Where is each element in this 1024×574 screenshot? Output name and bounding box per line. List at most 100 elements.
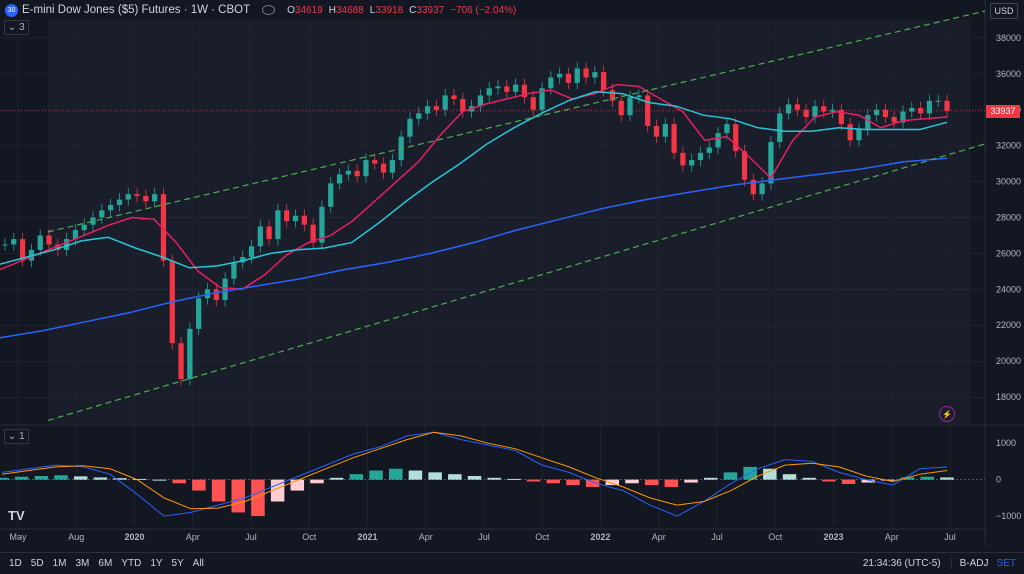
channel-lower-line bbox=[47, 143, 986, 421]
timeframe-1y[interactable]: 1Y bbox=[150, 558, 163, 569]
macd-histogram-bar bbox=[526, 479, 541, 482]
y-tick-label: 36000 bbox=[996, 69, 1021, 79]
x-tick-label: Apr bbox=[652, 532, 666, 542]
candle bbox=[530, 97, 536, 110]
timeframe-1d[interactable]: 1D bbox=[9, 558, 22, 569]
candle bbox=[865, 115, 871, 130]
candle bbox=[2, 244, 8, 246]
candle bbox=[900, 111, 906, 123]
macd-histogram-bar bbox=[270, 479, 285, 502]
candle bbox=[143, 195, 149, 202]
candle bbox=[671, 124, 677, 153]
candle bbox=[759, 183, 765, 195]
candle bbox=[557, 73, 563, 78]
macd-y-tick-label: 1000 bbox=[996, 438, 1016, 448]
symbol-title[interactable]: E-mini Dow Jones ($5) Futures · 1W · CBO… bbox=[22, 4, 251, 16]
timeframe-list: 1D 5D 1M 3M 6M YTD 1Y 5Y All bbox=[0, 558, 204, 569]
macd-histogram-bar bbox=[585, 479, 600, 487]
candle bbox=[565, 73, 572, 83]
macd-histogram-bar bbox=[0, 477, 9, 480]
settings-toggle[interactable]: SET bbox=[996, 558, 1016, 569]
macd-histogram-bar bbox=[54, 475, 68, 480]
macd-histogram-bar bbox=[841, 479, 856, 485]
timeframe-all[interactable]: All bbox=[192, 558, 204, 569]
candle bbox=[301, 215, 307, 225]
candle bbox=[812, 106, 818, 117]
macd-y-tick-label: 0 bbox=[996, 475, 1001, 485]
clock[interactable]: 21:34:36 (UTC-5) bbox=[862, 558, 941, 569]
candle bbox=[336, 174, 343, 184]
macd-histogram-bar bbox=[487, 477, 501, 480]
macd-line-macd bbox=[1, 431, 948, 517]
timeframe-3m[interactable]: 3M bbox=[75, 558, 90, 569]
candle bbox=[909, 107, 915, 112]
macd-histogram-bar bbox=[211, 479, 226, 502]
indicator-collapse-main[interactable]: ⌄ 3 bbox=[4, 20, 29, 35]
candle bbox=[653, 125, 660, 137]
candle bbox=[627, 97, 633, 116]
candle bbox=[944, 100, 950, 111]
candle bbox=[213, 289, 219, 301]
x-tick-label: 2020 bbox=[124, 532, 144, 542]
macd-histogram-bar bbox=[93, 477, 108, 480]
lightning-icon[interactable]: ⚡ bbox=[939, 406, 955, 422]
candle bbox=[451, 95, 457, 100]
x-tick-label: Jul bbox=[944, 532, 956, 542]
macd-histogram-bar bbox=[467, 476, 482, 480]
candle bbox=[838, 109, 844, 125]
candle bbox=[768, 142, 774, 184]
candle bbox=[55, 244, 61, 250]
candle bbox=[856, 129, 862, 141]
y-tick-label: 28000 bbox=[996, 213, 1021, 223]
x-tick-label: May bbox=[9, 532, 27, 542]
y-tick-label: 22000 bbox=[996, 320, 1021, 330]
x-tick-label: 2021 bbox=[357, 532, 377, 542]
timeframe-5y[interactable]: 5Y bbox=[171, 558, 184, 569]
macd-y-tick-label: −1000 bbox=[996, 511, 1021, 521]
candle bbox=[733, 124, 739, 152]
visibility-eye-icon[interactable] bbox=[262, 5, 276, 15]
price-change: −706 (−2.04%) bbox=[450, 4, 517, 16]
candle bbox=[187, 328, 193, 380]
macd-histogram-bar bbox=[684, 479, 698, 483]
y-tick-label: 18000 bbox=[996, 392, 1021, 402]
macd-histogram-bar bbox=[408, 470, 423, 480]
timeframe-1m[interactable]: 1M bbox=[52, 558, 67, 569]
candle bbox=[319, 206, 325, 243]
candle bbox=[11, 239, 17, 245]
timeframe-5d[interactable]: 5D bbox=[30, 558, 44, 569]
candle bbox=[231, 262, 237, 279]
macd-histogram-bar bbox=[172, 479, 186, 484]
currency-button[interactable]: USD bbox=[990, 3, 1018, 19]
candle bbox=[460, 99, 466, 112]
candle bbox=[196, 298, 202, 329]
macd-line-signal bbox=[1, 431, 948, 510]
candle bbox=[495, 86, 501, 89]
candle bbox=[354, 170, 360, 177]
indicator-collapse-macd[interactable]: ⌄ 1 bbox=[4, 429, 29, 444]
macd-histogram-bar bbox=[723, 472, 738, 480]
candle bbox=[152, 194, 158, 202]
candle bbox=[345, 170, 351, 175]
candle bbox=[513, 84, 519, 92]
candle bbox=[442, 95, 448, 110]
ohlc-close: C33937 bbox=[409, 4, 445, 16]
candle bbox=[847, 124, 853, 141]
adjustment-toggle[interactable]: B-ADJ bbox=[950, 558, 989, 569]
candle bbox=[178, 343, 184, 380]
x-tick-label: 2022 bbox=[590, 532, 610, 542]
macd-histogram-bar bbox=[290, 479, 305, 491]
y-tick-label: 38000 bbox=[996, 33, 1021, 43]
candle bbox=[64, 239, 70, 250]
y-tick-label: 26000 bbox=[996, 248, 1021, 258]
x-tick-label: Oct bbox=[535, 532, 550, 542]
candle bbox=[424, 106, 431, 114]
timeframe-6m[interactable]: 6M bbox=[98, 558, 113, 569]
timeframe-ytd[interactable]: YTD bbox=[121, 558, 142, 569]
candle bbox=[416, 113, 422, 119]
candle bbox=[266, 226, 272, 240]
macd-histogram-bar bbox=[802, 477, 816, 480]
macd-histogram-bar bbox=[448, 474, 462, 480]
candle bbox=[90, 217, 96, 225]
